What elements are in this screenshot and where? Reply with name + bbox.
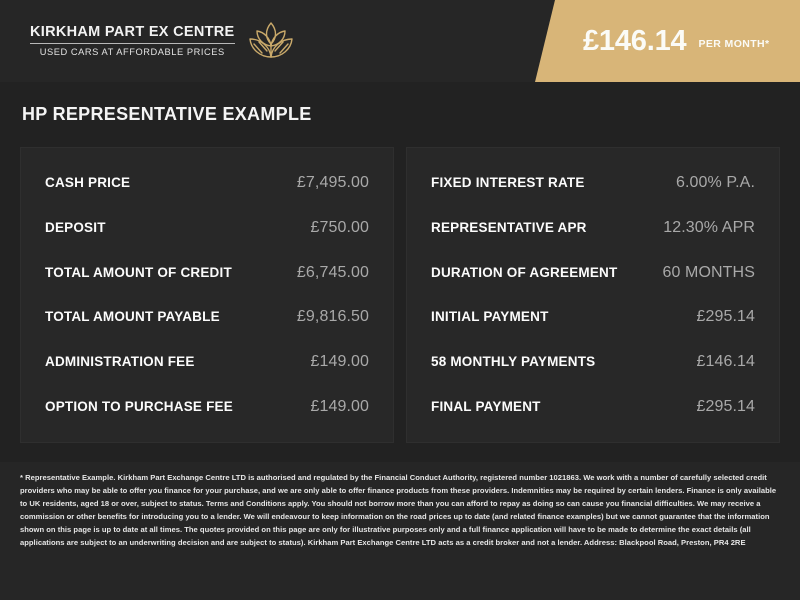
row-value: £149.00 <box>310 397 369 415</box>
row-value: £7,495.00 <box>296 174 369 191</box>
table-row: OPTION TO PURCHASE FEE £149.00 <box>45 398 369 416</box>
table-row: TOTAL AMOUNT PAYABLE £9,816.50 <box>45 308 369 326</box>
row-value: £6,745.00 <box>296 263 369 281</box>
row-label: DEPOSIT <box>45 219 106 235</box>
right-details-panel: FIXED INTEREST RATE 6.00% P.A. REPRESENT… <box>406 147 780 443</box>
monthly-price-inner: £146.14 PER MONTH* <box>583 0 770 82</box>
page-header: KIRKHAM PART EX CENTRE USED CARS AT AFFO… <box>0 0 800 82</box>
row-value: 12.30% APR <box>663 218 755 236</box>
row-value: £9,816.50 <box>296 308 369 326</box>
row-label: FINAL PAYMENT <box>431 398 541 414</box>
table-row: 58 MONTHLY PAYMENTS £146.14 <box>431 353 755 371</box>
brand-tagline: USED CARS AT AFFORDABLE PRICES <box>39 47 225 58</box>
monthly-price-period: PER MONTH* <box>698 38 770 50</box>
brand-name: KIRKHAM PART EX CENTRE <box>30 23 235 40</box>
left-details-panel: CASH PRICE £7,495.00 DEPOSIT £750.00 TOT… <box>20 147 394 443</box>
row-label: CASH PRICE <box>45 175 131 190</box>
table-row: INITIAL PAYMENT £295.14 <box>431 308 755 326</box>
row-value: £146.14 <box>696 353 755 371</box>
row-value: £295.14 <box>696 397 755 415</box>
lotus-flower-icon <box>245 17 297 65</box>
row-label: INITIAL PAYMENT <box>431 309 549 325</box>
monthly-price-amount: £146.14 <box>583 24 687 57</box>
table-row: ADMINISTRATION FEE £149.00 <box>45 353 369 371</box>
row-label: TOTAL AMOUNT OF CREDIT <box>45 264 232 280</box>
row-label: OPTION TO PURCHASE FEE <box>45 398 233 414</box>
row-value: 60 MONTHS <box>662 263 755 281</box>
table-row: REPRESENTATIVE APR 12.30% APR <box>431 219 755 237</box>
brand-lockup: KIRKHAM PART EX CENTRE USED CARS AT AFFO… <box>30 17 297 65</box>
row-value: £295.14 <box>696 308 755 326</box>
table-row: DEPOSIT £750.00 <box>45 219 369 237</box>
row-label: DURATION OF AGREEMENT <box>431 264 618 280</box>
table-row: CASH PRICE £7,495.00 <box>45 174 369 192</box>
monthly-price-banner: £146.14 PER MONTH* <box>535 0 800 82</box>
brand-divider <box>30 43 235 45</box>
table-row: DURATION OF AGREEMENT 60 MONTHS <box>431 264 755 282</box>
finance-details-panels: CASH PRICE £7,495.00 DEPOSIT £750.00 TOT… <box>20 147 780 443</box>
row-label: FIXED INTEREST RATE <box>431 175 585 190</box>
page-title: HP REPRESENTATIVE EXAMPLE <box>22 104 312 124</box>
row-label: REPRESENTATIVE APR <box>431 219 587 235</box>
row-label: ADMINISTRATION FEE <box>45 354 195 370</box>
table-row: TOTAL AMOUNT OF CREDIT £6,745.00 <box>45 264 369 282</box>
row-label: 58 MONTHLY PAYMENTS <box>431 354 596 370</box>
row-label: TOTAL AMOUNT PAYABLE <box>45 309 220 325</box>
disclaimer-text: * Representative Example. Kirkham Part E… <box>20 473 777 548</box>
table-row: FIXED INTEREST RATE 6.00% P.A. <box>431 174 755 192</box>
table-row: FINAL PAYMENT £295.14 <box>431 398 755 416</box>
brand-text-block: KIRKHAM PART EX CENTRE USED CARS AT AFFO… <box>30 24 235 58</box>
row-value: 6.00% P.A. <box>676 174 755 191</box>
row-value: £149.00 <box>310 353 369 371</box>
page-footer: * Representative Example. Kirkham Part E… <box>0 462 800 600</box>
row-value: £750.00 <box>310 218 369 236</box>
